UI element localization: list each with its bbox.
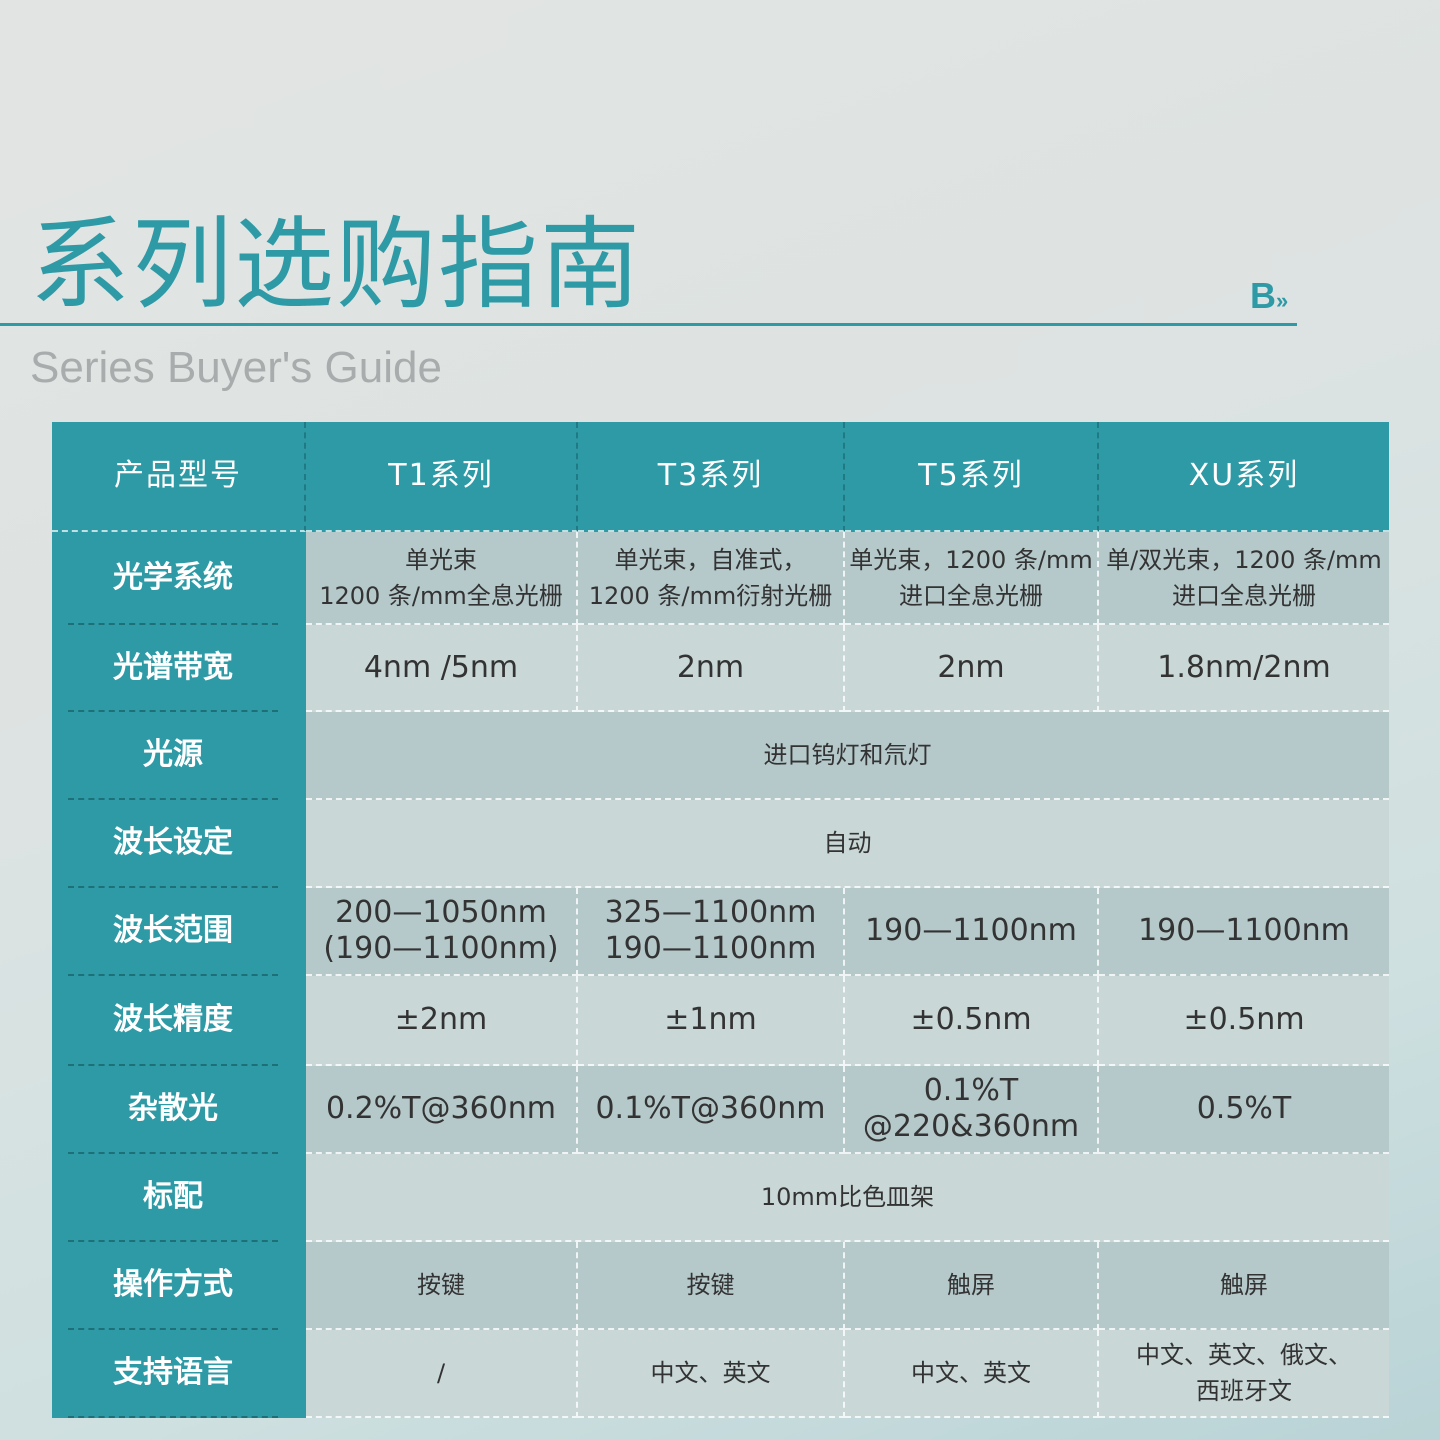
table-cell: 190—1100nm [845,888,1099,976]
row-label: 操作方式 [68,1242,278,1330]
table-cell: 0.1%T @220&360nm [845,1066,1099,1154]
table-cell: 2nm [845,625,1099,712]
table-cell: ±0.5nm [1099,976,1389,1066]
page-title: 系列选购指南 [30,206,642,323]
table-cell: ±2nm [306,976,578,1066]
page-subtitle: Series Buyer's Guide [30,343,442,392]
row-label: 波长设定 [68,800,278,888]
row-label-cell: 支持语言 [52,1330,306,1418]
row-label-cell: 杂散光 [52,1066,306,1154]
table-cell: 按键 [578,1242,845,1330]
column-header: T3系列 [578,422,845,532]
logo-letter: B [1250,275,1276,316]
table-cell: 200—1050nm (190—1100nm) [306,888,578,976]
table-cell: / [306,1330,578,1418]
table-cell: 0.1%T@360nm [578,1066,845,1154]
table-cell: 触屏 [1099,1242,1389,1330]
row-label-cell: 操作方式 [52,1242,306,1330]
brand-logo: B» [1250,278,1288,319]
row-label-cell: 光学系统 [52,532,306,625]
table-cell: 触屏 [845,1242,1099,1330]
table-cell: ±0.5nm [845,976,1099,1066]
column-header: XU系列 [1099,422,1389,532]
row-label: 光谱带宽 [68,625,278,712]
row-label: 波长范围 [68,888,278,976]
row-label: 标配 [68,1154,278,1242]
table-cell: 单光束，1200 条/mm 进口全息光栅 [845,532,1099,625]
row-label: 光源 [68,712,278,800]
row-label-cell: 光源 [52,712,306,800]
table-cell: 中文、英文 [845,1330,1099,1418]
table-cell: 单/双光束，1200 条/mm 进口全息光栅 [1099,532,1389,625]
row-label-cell: 波长范围 [52,888,306,976]
comparison-table: 产品型号 T1系列 T3系列 T5系列 XU系列光学系统 单光束 1200 条/mm全息光栅… [52,422,1389,1418]
table-cell: 190—1100nm [1099,888,1389,976]
row-label-cell: 波长精度 [52,976,306,1066]
title-divider [0,323,1297,326]
row-label: 波长精度 [68,976,278,1066]
table-cell: 0.5%T [1099,1066,1389,1154]
table-cell: 10mm比色皿架 [306,1154,1389,1242]
table-cell: 325—1100nm 190—1100nm [578,888,845,976]
column-header: T5系列 [845,422,1099,532]
table-cell: 单光束 1200 条/mm全息光栅 [306,532,578,625]
table-cell: 自动 [306,800,1389,888]
table-cell: 4nm /5nm [306,625,578,712]
table-cell: 中文、英文 [578,1330,845,1418]
table-cell: 中文、英文、俄文、 西班牙文 [1099,1330,1389,1418]
table-cell: 1.8nm/2nm [1099,625,1389,712]
table-cell: 按键 [306,1242,578,1330]
column-header: T1系列 [306,422,578,532]
row-label-cell: 标配 [52,1154,306,1242]
table-cell: 2nm [578,625,845,712]
logo-mark: » [1276,288,1289,313]
table-cell: 进口钨灯和氘灯 [306,712,1389,800]
table-cell: 0.2%T@360nm [306,1066,578,1154]
table-cell: ±1nm [578,976,845,1066]
row-label-cell: 波长设定 [52,800,306,888]
row-label: 支持语言 [68,1330,278,1418]
table-cell: 单光束，自准式， 1200 条/mm衍射光栅 [578,532,845,625]
row-label-cell: 光谱带宽 [52,625,306,712]
row-label: 光学系统 [68,532,278,625]
row-label: 杂散光 [68,1066,278,1154]
row-header-label: 产品型号 [52,422,306,532]
